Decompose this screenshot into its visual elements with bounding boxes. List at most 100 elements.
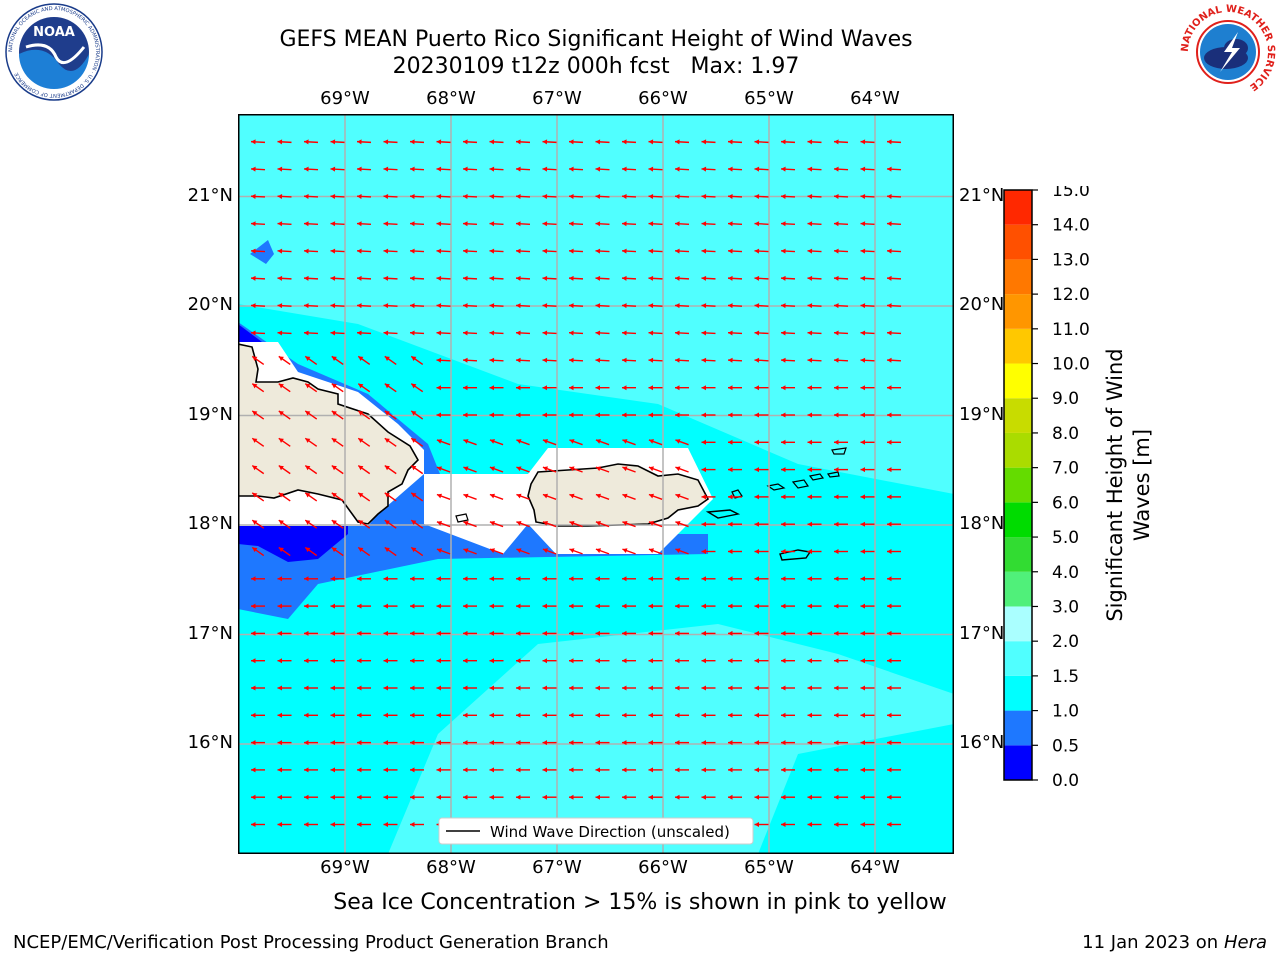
wave-arrow xyxy=(569,412,583,418)
wave-arrow xyxy=(516,493,530,500)
wave-arrow xyxy=(887,712,901,718)
colorbar-tick-label: 15.0 xyxy=(1052,186,1090,201)
wave-arrow xyxy=(754,794,769,800)
wave-arrow xyxy=(754,494,769,500)
wave-arrow xyxy=(780,139,796,145)
wave-arrow xyxy=(357,355,371,365)
wave-arrow xyxy=(568,330,584,336)
land-hispaniola xyxy=(238,343,419,525)
wave-arrow xyxy=(304,437,318,447)
wave-arrow xyxy=(463,439,477,446)
wave-arrow xyxy=(436,794,451,800)
wave-arrow xyxy=(277,330,292,336)
wave-arrow xyxy=(463,385,477,391)
wave-arrow xyxy=(701,467,716,473)
wave-arrow xyxy=(780,248,796,254)
wave-arrow xyxy=(542,330,557,336)
wave-arrow xyxy=(356,139,372,145)
wave-arrow xyxy=(463,520,477,528)
wave-arrow xyxy=(754,357,769,363)
wave-arrow xyxy=(781,712,795,718)
wave-arrow xyxy=(860,685,875,691)
wave-arrow xyxy=(727,275,743,281)
wave-arrow xyxy=(436,303,451,309)
wave-arrow xyxy=(409,166,425,172)
wave-arrow xyxy=(648,630,663,636)
wave-arrow xyxy=(860,385,875,391)
wave-arrow xyxy=(489,685,504,691)
wave-arrow xyxy=(303,303,319,309)
wave-arrow xyxy=(807,712,822,718)
wave-arrow xyxy=(357,603,371,609)
wave-arrow xyxy=(648,767,663,773)
wave-arrow xyxy=(569,712,583,718)
wave-arrow xyxy=(436,193,451,199)
wave-arrow xyxy=(887,658,901,664)
wave-arrow xyxy=(701,357,716,363)
wave-arrow xyxy=(251,492,265,502)
wave-arrow xyxy=(489,548,504,555)
wave-arrow xyxy=(675,767,689,773)
noaa-wordmark: NOAA xyxy=(33,25,75,40)
wave-arrow xyxy=(807,630,822,636)
wave-arrow xyxy=(277,630,292,636)
wave-arrow xyxy=(542,685,557,691)
wave-arrow xyxy=(436,275,451,281)
wave-arrow xyxy=(754,549,769,554)
wave-arrow xyxy=(834,822,848,827)
wave-arrow xyxy=(622,520,636,528)
wave-arrow xyxy=(410,576,424,582)
wave-arrow xyxy=(568,166,584,172)
footer-branch: NCEP/EMC/Verification Post Processing Pr… xyxy=(13,932,609,953)
wave-arrow xyxy=(780,330,796,336)
colorbar-bins: 0.0 0.5 1.0 1.5 2.0 3.0 4.0 5.0 6.0 7.0 8.0 9.0 10.0… xyxy=(1003,186,1090,786)
wave-arrow xyxy=(886,357,902,363)
wave-arrow xyxy=(516,685,530,691)
wave-arrow xyxy=(648,493,663,500)
wave-arrow xyxy=(674,357,690,363)
wave-arrow xyxy=(887,494,901,500)
wave-arrow xyxy=(728,549,742,554)
wave-arrow xyxy=(569,794,583,800)
wave-arrow xyxy=(304,576,318,582)
wave-arrow xyxy=(569,576,583,582)
wave-arrow xyxy=(303,330,319,336)
wave-arrow xyxy=(781,822,795,827)
wave-arrow xyxy=(409,248,425,254)
wave-arrow xyxy=(383,794,398,800)
wave-arrow xyxy=(542,603,557,609)
wave-arrow xyxy=(251,712,265,718)
wave-arrow xyxy=(489,767,504,773)
wave-arrow xyxy=(834,439,848,445)
wave-arrow xyxy=(887,630,901,636)
wave-arrow xyxy=(781,685,795,691)
wave-arrow xyxy=(701,330,716,336)
wave-arrow xyxy=(754,576,769,582)
wave-arrow xyxy=(569,603,583,609)
wave-arrow xyxy=(436,439,451,446)
wave-arrow xyxy=(277,603,292,609)
wave-arrow xyxy=(489,166,504,172)
wave-arrow xyxy=(515,193,531,199)
wave-arrow xyxy=(436,166,451,172)
wave-arrow xyxy=(436,139,451,145)
wave-arrow xyxy=(834,412,848,418)
map-border xyxy=(238,114,954,854)
wave-arrow xyxy=(278,465,291,475)
lon-label-top: 68°W xyxy=(426,88,476,109)
wave-arrow xyxy=(754,275,769,281)
wave-arrow xyxy=(330,794,345,800)
wave-arrow xyxy=(489,740,504,746)
wave-arrow xyxy=(410,465,424,475)
wave-arrow xyxy=(410,794,424,800)
wave-arrow xyxy=(754,822,769,827)
wave-arrow xyxy=(728,740,742,746)
wave-arrow xyxy=(754,658,769,664)
wave-arrow xyxy=(781,576,795,582)
wave-arrow xyxy=(463,740,477,746)
wave-arrow xyxy=(356,303,372,309)
wave-arrow xyxy=(728,603,742,609)
wave-arrow xyxy=(595,193,610,199)
lon-label-bottom: 66°W xyxy=(638,857,688,878)
title-line-1: GEFS MEAN Puerto Rico Significant Height… xyxy=(279,27,913,52)
